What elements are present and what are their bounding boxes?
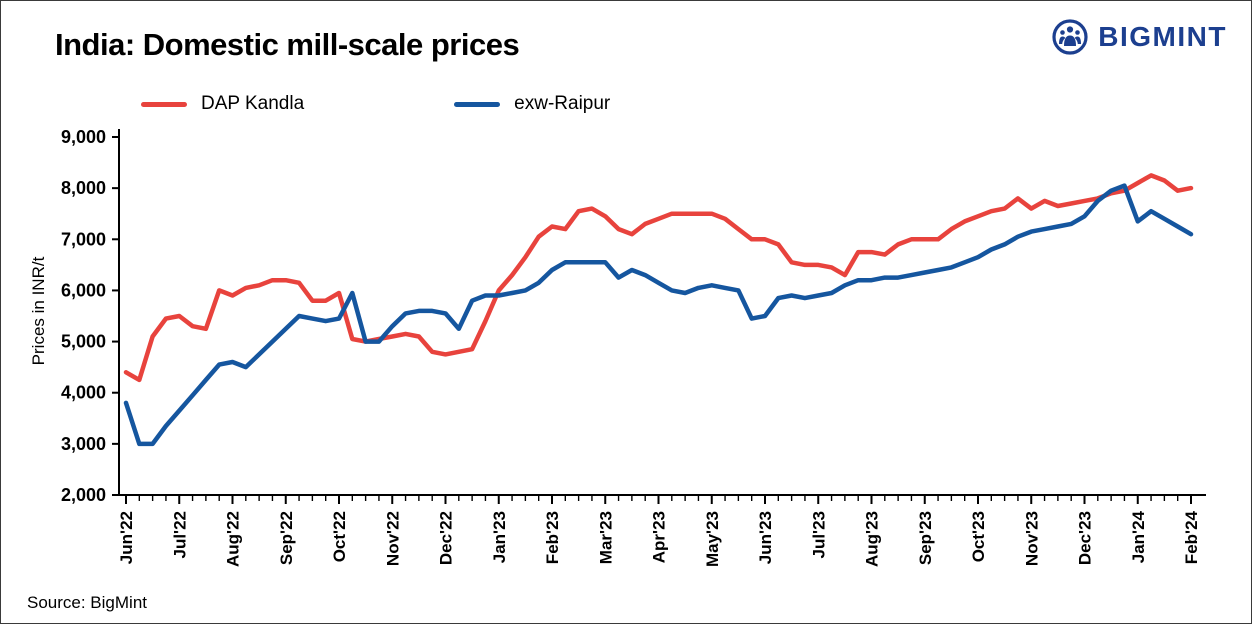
- brand-logo-text: BIGMINT: [1098, 21, 1227, 52]
- source-note: Source: BigMint: [27, 593, 147, 612]
- svg-text:3,000: 3,000: [61, 434, 106, 454]
- svg-text:Sep'22: Sep'22: [277, 511, 296, 565]
- legend-label-exw-raipur: exw-Raipur: [514, 93, 611, 114]
- page-title: India: Domestic mill-scale prices: [55, 27, 520, 62]
- svg-text:Jan'24: Jan'24: [1129, 510, 1148, 563]
- legend-line-blue: [454, 101, 501, 107]
- line-chart: 2,000 3,000 4,000 5,000 6,000 7,000 8,000 9,000…: [61, 127, 1206, 567]
- legend-label-dap-kandla: DAP Kandla: [201, 93, 305, 114]
- svg-text:Apr'23: Apr'23: [650, 511, 669, 563]
- bigmint-logo-icon: [1052, 19, 1088, 55]
- svg-text:Jul'22: Jul'22: [170, 511, 189, 559]
- svg-text:Dec'23: Dec'23: [1076, 511, 1095, 565]
- legend-item-exw-raipur: exw-Raipur: [454, 93, 610, 115]
- svg-text:Nov'23: Nov'23: [1022, 511, 1041, 566]
- svg-text:4,000: 4,000: [61, 383, 106, 403]
- svg-text:Dec'22: Dec'22: [437, 511, 456, 565]
- svg-text:Jan'23: Jan'23: [490, 511, 509, 563]
- svg-text:Jun'22: Jun'22: [117, 511, 136, 564]
- svg-text:Aug'23: Aug'23: [863, 511, 882, 567]
- svg-text:8,000: 8,000: [61, 178, 106, 198]
- svg-text:Mar'23: Mar'23: [596, 511, 615, 564]
- svg-text:9,000: 9,000: [61, 127, 106, 147]
- brand-logo: BIGMINT: [1050, 17, 1227, 57]
- legend-item-dap-kandla: DAP Kandla: [141, 93, 304, 115]
- svg-text:2,000: 2,000: [61, 485, 106, 505]
- svg-text:May'23: May'23: [703, 511, 722, 567]
- chart-legend: DAP Kandla exw-Raipur: [141, 93, 610, 115]
- svg-text:5,000: 5,000: [61, 332, 106, 352]
- svg-text:Jun'23: Jun'23: [756, 511, 775, 564]
- svg-text:Oct'22: Oct'22: [330, 511, 349, 562]
- svg-text:Nov'22: Nov'22: [383, 511, 402, 566]
- svg-text:6,000: 6,000: [61, 280, 106, 300]
- svg-text:Feb'24: Feb'24: [1182, 510, 1201, 564]
- svg-text:Jul'23: Jul'23: [809, 511, 828, 559]
- svg-text:7,000: 7,000: [61, 229, 106, 249]
- legend-line-red: [141, 101, 187, 107]
- svg-text:Aug'22: Aug'22: [224, 511, 243, 567]
- svg-text:Feb'23: Feb'23: [543, 511, 562, 564]
- svg-text:Sep'23: Sep'23: [916, 511, 935, 565]
- svg-text:Oct'23: Oct'23: [969, 511, 988, 562]
